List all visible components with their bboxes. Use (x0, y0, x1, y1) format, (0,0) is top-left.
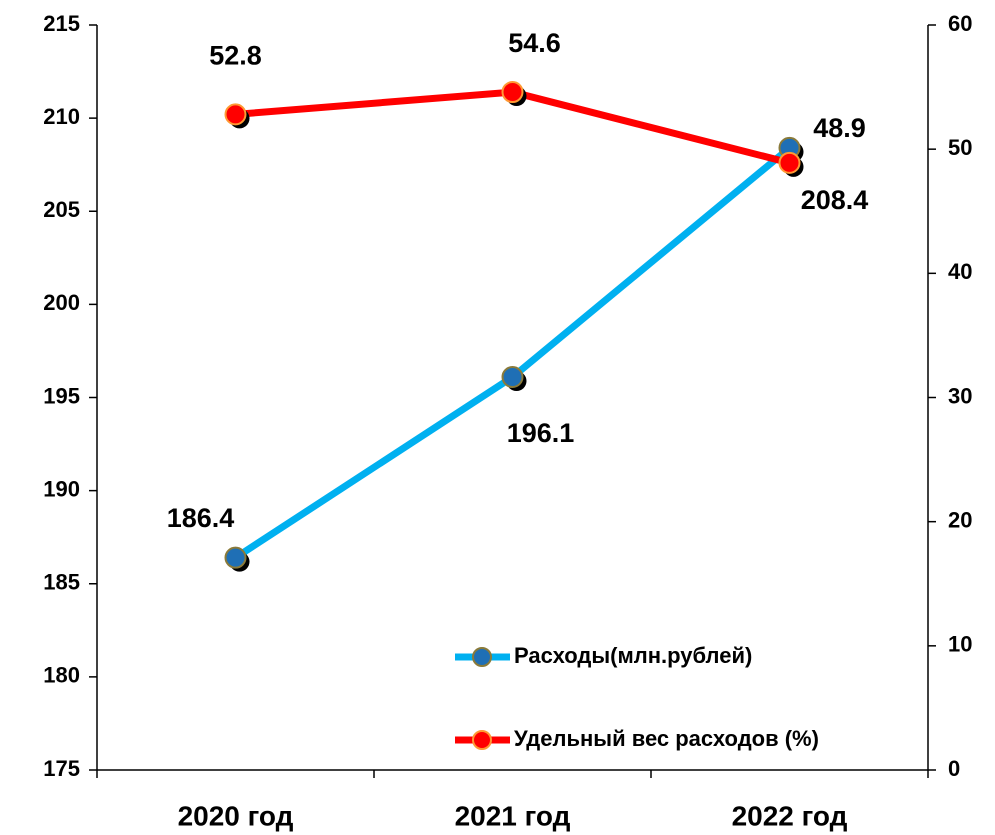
y-tick-label: 205 (43, 197, 80, 222)
y2-tick-label: 20 (948, 507, 972, 532)
data-label: 186.4 (167, 503, 235, 533)
line (233, 145, 792, 561)
data-label: 48.9 (813, 113, 866, 143)
data-label: 52.8 (209, 41, 262, 71)
legend-marker (472, 647, 492, 667)
x-tick-label: 2020 год (178, 800, 294, 831)
y2-tick-label: 60 (948, 11, 972, 36)
y2-tick-label: 40 (948, 259, 972, 284)
legend-label: Расходы(млн.рублей) (514, 643, 752, 668)
legend-marker (472, 730, 492, 750)
data-label: 54.6 (508, 28, 561, 58)
y2-tick-label: 50 (948, 135, 972, 160)
y-tick-label: 215 (43, 11, 80, 36)
y2-tick-label: 0 (948, 756, 960, 781)
marker (224, 103, 247, 126)
y-tick-label: 185 (43, 570, 80, 595)
marker (778, 151, 801, 174)
legend-label: Удельный вес расходов (%) (514, 726, 819, 751)
y-tick-label: 200 (43, 290, 80, 315)
y2-tick-label: 10 (948, 632, 972, 657)
marker (224, 546, 247, 569)
data-label: 208.4 (801, 185, 869, 215)
x-tick-label: 2022 год (732, 800, 848, 831)
marker (501, 81, 524, 104)
marker (501, 366, 524, 389)
y2-tick-label: 30 (948, 383, 972, 408)
y-tick-label: 180 (43, 663, 80, 688)
y-tick-label: 190 (43, 476, 80, 501)
x-tick-label: 2021 год (455, 800, 571, 831)
data-label: 196.1 (507, 418, 575, 448)
y-tick-label: 175 (43, 756, 80, 781)
y-tick-label: 210 (43, 104, 80, 129)
y-tick-label: 195 (43, 383, 80, 408)
